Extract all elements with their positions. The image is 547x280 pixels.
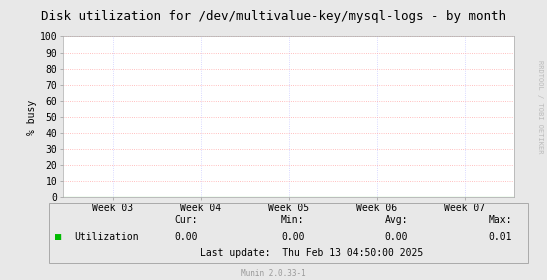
Y-axis label: % busy: % busy bbox=[27, 99, 37, 134]
Text: 0.00: 0.00 bbox=[281, 232, 304, 242]
Text: Disk utilization for /dev/multivalue-key/mysql-logs - by month: Disk utilization for /dev/multivalue-key… bbox=[41, 10, 506, 23]
Text: 0.00: 0.00 bbox=[385, 232, 408, 242]
Text: Max:: Max: bbox=[489, 215, 512, 225]
Text: Min:: Min: bbox=[281, 215, 304, 225]
Text: RRDTOOL / TOBI OETIKER: RRDTOOL / TOBI OETIKER bbox=[537, 60, 543, 153]
Text: Last update:  Thu Feb 13 04:50:00 2025: Last update: Thu Feb 13 04:50:00 2025 bbox=[200, 248, 423, 258]
Text: Utilization: Utilization bbox=[74, 232, 138, 242]
Text: Avg:: Avg: bbox=[385, 215, 408, 225]
Text: ■: ■ bbox=[55, 232, 61, 242]
Text: 0.00: 0.00 bbox=[174, 232, 197, 242]
Text: 0.01: 0.01 bbox=[489, 232, 512, 242]
Text: Cur:: Cur: bbox=[174, 215, 197, 225]
Text: Munin 2.0.33-1: Munin 2.0.33-1 bbox=[241, 269, 306, 278]
